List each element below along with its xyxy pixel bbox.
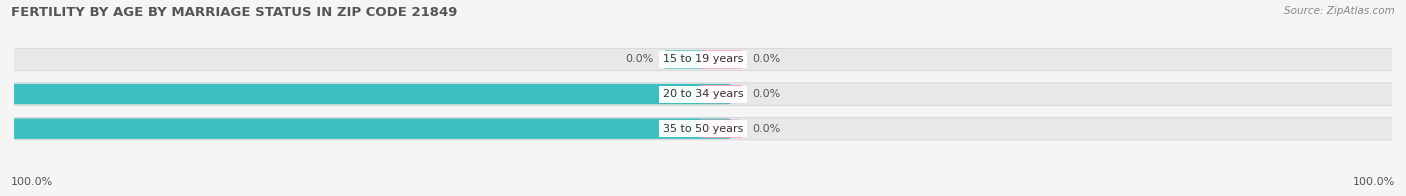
Text: 15 to 19 years: 15 to 19 years — [662, 54, 744, 64]
Text: 20 to 34 years: 20 to 34 years — [662, 89, 744, 99]
Text: 0.0%: 0.0% — [626, 54, 654, 64]
FancyBboxPatch shape — [700, 50, 741, 69]
Text: 0.0%: 0.0% — [752, 89, 780, 99]
FancyBboxPatch shape — [665, 50, 706, 69]
FancyBboxPatch shape — [665, 120, 706, 138]
Text: 100.0%: 100.0% — [1353, 177, 1395, 187]
Text: Source: ZipAtlas.com: Source: ZipAtlas.com — [1284, 6, 1395, 16]
FancyBboxPatch shape — [0, 84, 731, 104]
FancyBboxPatch shape — [0, 118, 731, 139]
FancyBboxPatch shape — [0, 48, 1406, 71]
Text: FERTILITY BY AGE BY MARRIAGE STATUS IN ZIP CODE 21849: FERTILITY BY AGE BY MARRIAGE STATUS IN Z… — [11, 6, 457, 19]
Text: 100.0%: 100.0% — [11, 177, 53, 187]
FancyBboxPatch shape — [0, 83, 1406, 105]
Text: 0.0%: 0.0% — [752, 124, 780, 134]
FancyBboxPatch shape — [665, 85, 706, 103]
Text: 35 to 50 years: 35 to 50 years — [662, 124, 744, 134]
FancyBboxPatch shape — [700, 120, 741, 138]
Text: 0.0%: 0.0% — [752, 54, 780, 64]
FancyBboxPatch shape — [700, 85, 741, 103]
FancyBboxPatch shape — [0, 117, 1406, 140]
